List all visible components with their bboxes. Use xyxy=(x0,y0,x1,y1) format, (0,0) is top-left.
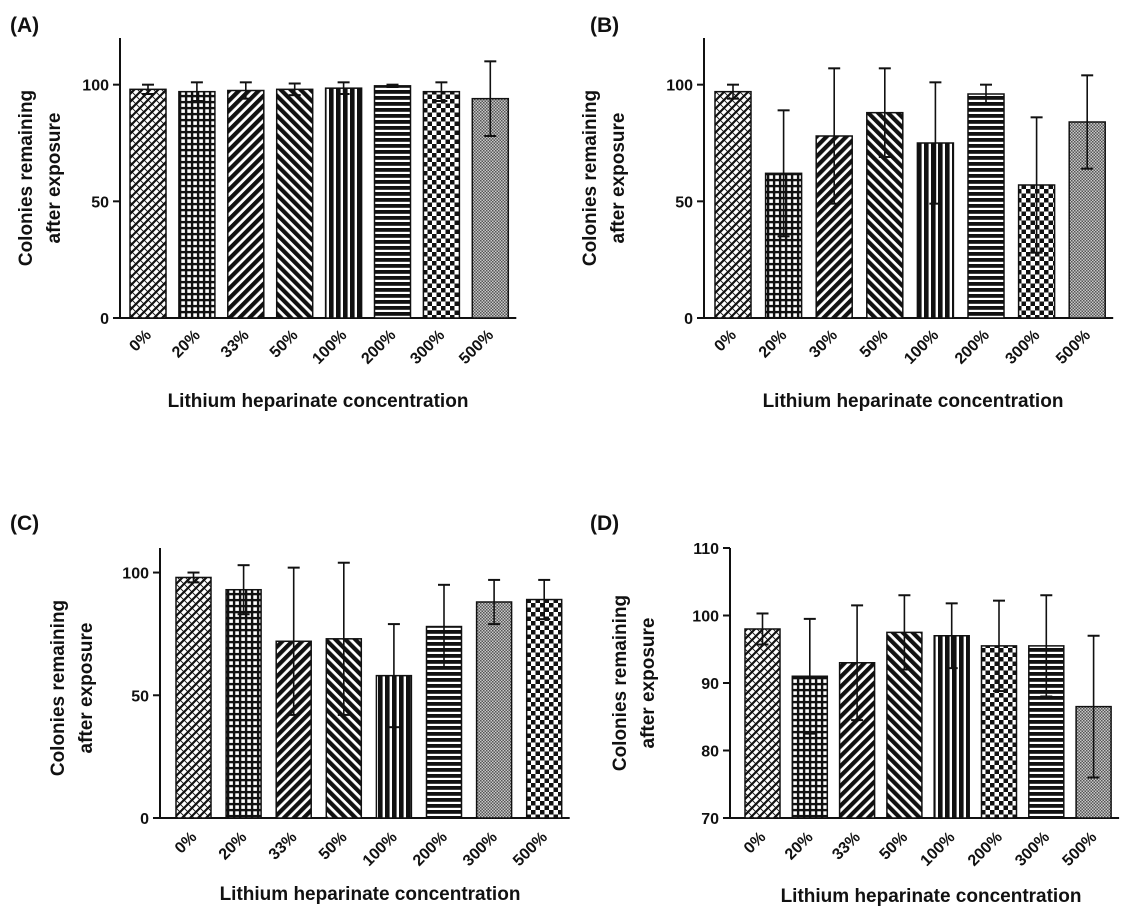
x-tick-label: 33% xyxy=(218,327,253,362)
bar xyxy=(225,588,262,819)
x-axis-title: Lithium heparinate concentration xyxy=(763,391,1064,412)
y-axis-title-line: after exposure xyxy=(638,618,659,749)
y-tick-label: 0 xyxy=(140,811,149,828)
y-axis-title-line: after exposure xyxy=(44,113,65,244)
chart-panels: (A) Colonies remaining after exposure 0 50 10… xyxy=(10,14,1120,907)
x-tick-label: 500% xyxy=(510,829,551,870)
x-tick-label: 300% xyxy=(460,829,501,870)
bar xyxy=(175,576,212,819)
chart-panel-c: (C) Colonies remaining after exposure 0 50 10… xyxy=(10,512,570,905)
bar xyxy=(714,90,752,319)
x-tick-label: 200% xyxy=(358,327,399,368)
bar xyxy=(324,87,363,319)
panel-label: (C) xyxy=(10,512,39,535)
bar xyxy=(744,628,781,819)
x-tick-label: 0% xyxy=(711,327,739,355)
x-tick-label: 20% xyxy=(782,829,817,864)
panel-label: (B) xyxy=(590,14,619,37)
x-axis-title: Lithium heparinate concentration xyxy=(781,886,1082,907)
panel-label: (D) xyxy=(590,512,619,535)
y-tick-label: 0 xyxy=(684,311,693,328)
bar xyxy=(178,90,216,319)
x-tick-label: 33% xyxy=(829,829,864,864)
x-tick-label: 300% xyxy=(1012,829,1053,870)
x-tick-label: 200% xyxy=(410,829,451,870)
panel-label: (A) xyxy=(10,14,39,37)
chart-panel-d: (D) Colonies remaining after exposure 70 80 9… xyxy=(590,512,1120,907)
y-axis-title-line: Colonies remaining xyxy=(48,600,69,776)
chart-panel-a: (A) Colonies remaining after exposure 0 50 10… xyxy=(10,14,517,412)
bar xyxy=(525,598,563,819)
x-tick-label: 20% xyxy=(169,327,204,362)
bar xyxy=(325,638,363,819)
y-axis-title-line: after exposure xyxy=(608,113,629,244)
x-tick-label: 300% xyxy=(407,327,448,368)
x-tick-label: 0% xyxy=(741,829,769,857)
x-tick-label: 30% xyxy=(806,327,841,362)
x-tick-label: 100% xyxy=(360,829,401,870)
x-tick-label: 50% xyxy=(857,327,892,362)
y-tick-label: 80 xyxy=(701,744,719,761)
x-tick-label: 200% xyxy=(952,327,993,368)
x-axis-title: Lithium heparinate concentration xyxy=(220,884,521,905)
x-tick-label: 500% xyxy=(456,327,497,368)
x-tick-label: 33% xyxy=(266,829,301,864)
y-tick-label: 100 xyxy=(666,78,693,95)
x-tick-label: 100% xyxy=(309,327,350,368)
bar xyxy=(967,93,1005,319)
y-tick-label: 100 xyxy=(692,609,719,626)
y-tick-label: 50 xyxy=(131,688,149,705)
x-tick-label: 0% xyxy=(172,829,200,857)
y-axis-title-line: Colonies remaining xyxy=(580,90,601,266)
chart-panel-b: (B) Colonies remaining after exposure 0 50 10… xyxy=(580,14,1114,412)
y-axis-title-line: Colonies remaining xyxy=(16,90,37,266)
y-axis-title-line: after exposure xyxy=(76,623,97,754)
y-tick-label: 110 xyxy=(693,541,719,558)
y-tick-label: 100 xyxy=(82,78,109,95)
y-axis-title-line: Colonies remaining xyxy=(610,595,631,771)
bar xyxy=(373,85,412,319)
y-tick-label: 0 xyxy=(100,311,109,328)
y-tick-label: 50 xyxy=(91,194,109,211)
bar xyxy=(422,90,461,319)
x-tick-label: 50% xyxy=(267,327,302,362)
bar xyxy=(129,88,167,319)
bar xyxy=(475,601,513,819)
x-tick-label: 500% xyxy=(1059,829,1100,870)
x-axis-title: Lithium heparinate concentration xyxy=(168,391,469,412)
x-tick-label: 50% xyxy=(877,829,912,864)
y-tick-label: 70 xyxy=(701,811,719,828)
bar xyxy=(227,89,265,319)
bar xyxy=(275,88,314,319)
y-tick-label: 90 xyxy=(701,676,719,693)
x-tick-label: 100% xyxy=(918,829,959,870)
y-tick-label: 100 xyxy=(122,566,149,583)
x-tick-label: 100% xyxy=(901,327,942,368)
x-tick-label: 20% xyxy=(216,829,251,864)
x-tick-label: 50% xyxy=(316,829,351,864)
y-tick-label: 50 xyxy=(675,194,693,211)
x-tick-label: 0% xyxy=(126,327,154,355)
x-tick-label: 300% xyxy=(1002,327,1043,368)
x-tick-label: 20% xyxy=(756,327,791,362)
x-tick-label: 200% xyxy=(965,829,1006,870)
x-tick-label: 500% xyxy=(1053,327,1094,368)
